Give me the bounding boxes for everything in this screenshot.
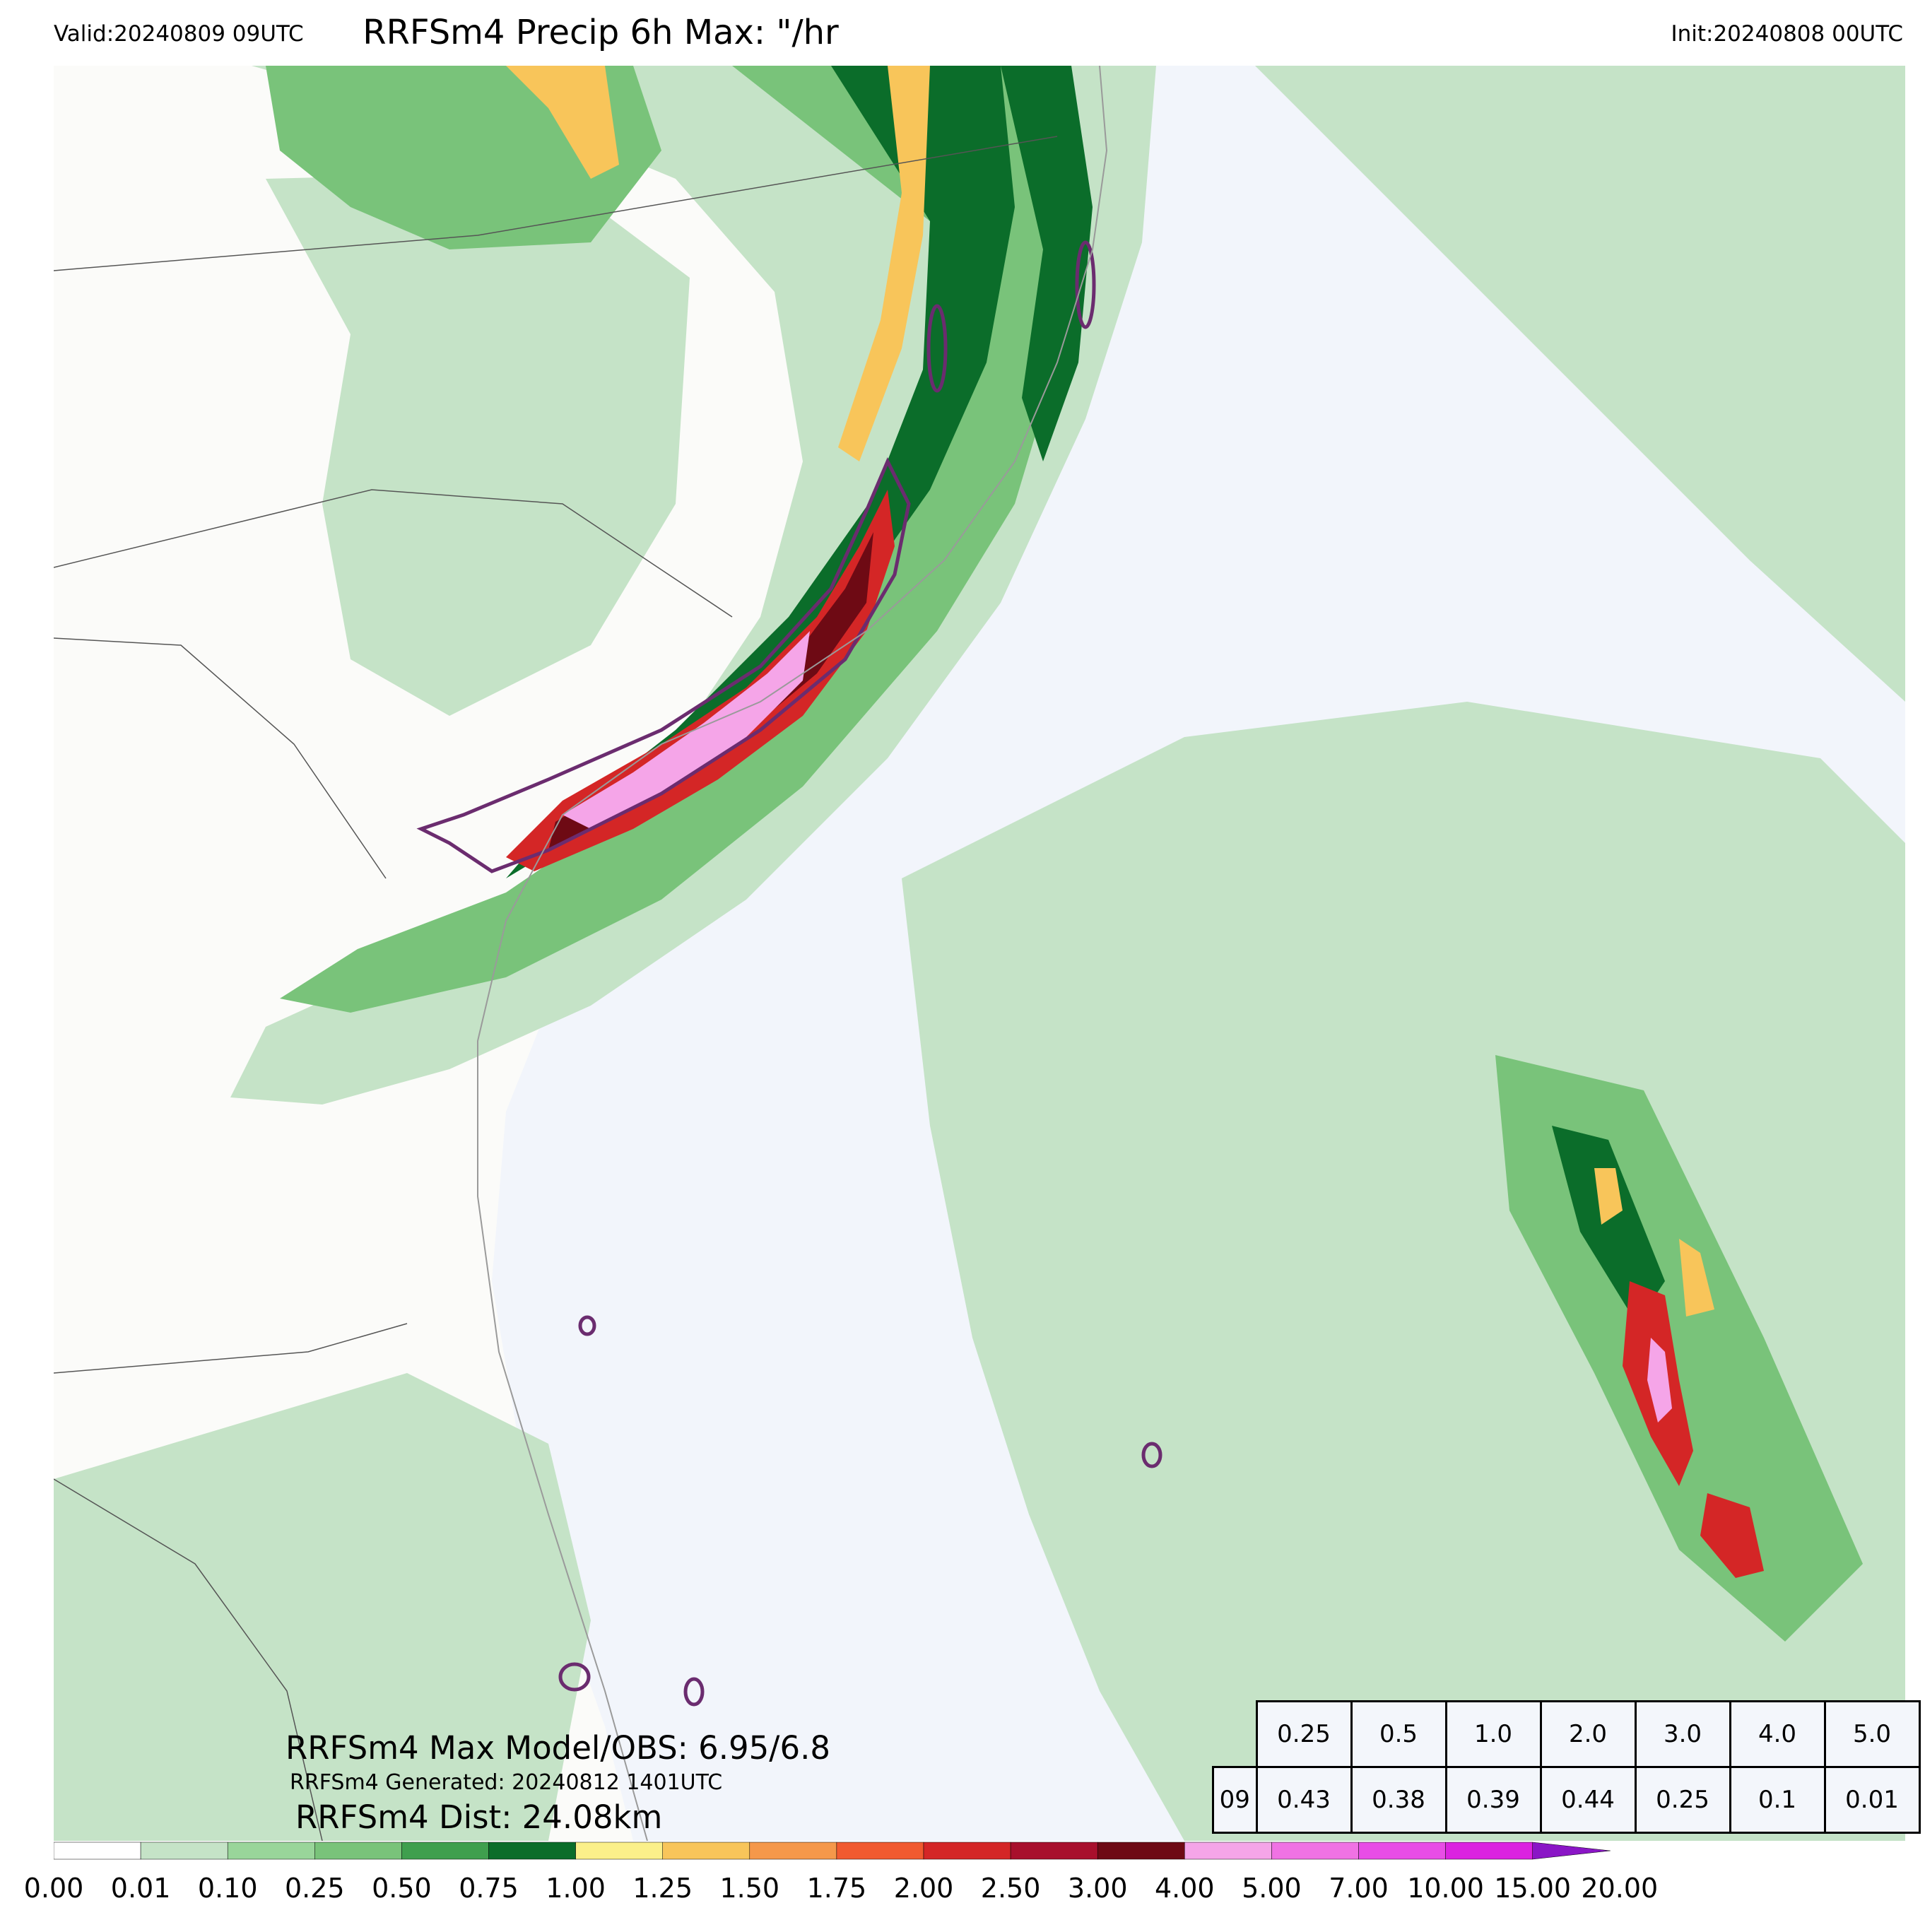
threshold-cell: 5.0 — [1823, 1700, 1921, 1768]
colorbar-segment — [1271, 1842, 1359, 1860]
colorbar-tick-label: 0.00 — [23, 1873, 84, 1904]
obs-contour-small — [1141, 1442, 1162, 1468]
precip-light — [54, 66, 1905, 1841]
colorbar-segment — [1097, 1842, 1185, 1860]
colorbar-segment — [401, 1842, 489, 1860]
colorbar-tick-label: 3.00 — [1067, 1873, 1128, 1904]
obs-contour-small — [578, 1315, 596, 1336]
colorbar-segment — [314, 1842, 402, 1860]
colorbar-tick-label: 15.00 — [1494, 1873, 1572, 1904]
init-time-label: Init:20240808 00UTC — [1671, 21, 1903, 47]
colorbar — [54, 1842, 1611, 1860]
colorbar-segment — [575, 1842, 663, 1860]
table-row: 0.25 0.5 1.0 2.0 3.0 4.0 5.0 — [1213, 1700, 1921, 1768]
colorbar-segment — [1445, 1842, 1533, 1860]
obs-contour-small — [558, 1662, 591, 1692]
colorbar-segment — [1184, 1842, 1272, 1860]
value-cell: 0.01 — [1823, 1766, 1921, 1834]
precip-pink-band — [563, 631, 810, 829]
precip-red-band — [506, 490, 895, 871]
colorbar-segment — [227, 1842, 315, 1860]
colorbar-tick-label: 5.00 — [1242, 1873, 1302, 1904]
colorbar-segment — [662, 1842, 750, 1860]
max-model-obs-label: RRFSm4 Max Model/OBS: 6.95/6.8 — [285, 1729, 831, 1767]
colorbar-tick-label: 2.00 — [893, 1873, 954, 1904]
table-corner — [1213, 1702, 1257, 1767]
valid-time-label: Valid:20240809 09UTC — [54, 21, 304, 47]
hour-cell: 09 — [1212, 1766, 1258, 1834]
distance-label: RRFSm4 Dist: 24.08km — [295, 1798, 663, 1836]
colorbar-tick-label: 1.00 — [546, 1873, 606, 1904]
colorbar-tick-label: 0.01 — [110, 1873, 171, 1904]
colorbar-extend-arrow — [1532, 1842, 1611, 1860]
precip-pink-cluster — [1647, 1338, 1672, 1423]
colorbar-tick-label: 1.75 — [806, 1873, 867, 1904]
colorbar-segment — [1010, 1842, 1098, 1860]
generated-label: RRFSm4 Generated: 20240812 1401UTC — [290, 1770, 723, 1795]
colorbar-tick-label: 1.25 — [632, 1873, 693, 1904]
threshold-cell: 2.0 — [1539, 1700, 1637, 1768]
threshold-cell: 1.0 — [1444, 1700, 1542, 1768]
colorbar-tick-label: 1.50 — [719, 1873, 780, 1904]
threshold-cell: 0.25 — [1255, 1700, 1353, 1768]
table-row: 09 0.43 0.38 0.39 0.44 0.25 0.1 0.01 — [1212, 1766, 1921, 1834]
value-cell: 0.39 — [1444, 1766, 1542, 1834]
value-cell: 0.25 — [1634, 1766, 1731, 1834]
value-cell: 0.44 — [1539, 1766, 1637, 1834]
threshold-stats-table: 0.25 0.5 1.0 2.0 3.0 4.0 5.0 09 0.43 0.3… — [1212, 1700, 1921, 1834]
colorbar-segment — [923, 1842, 1011, 1860]
threshold-cell: 4.0 — [1729, 1700, 1826, 1768]
value-cell: 0.1 — [1729, 1766, 1826, 1834]
colorbar-tick-label: 0.50 — [372, 1873, 432, 1904]
precip-yellow — [506, 66, 1714, 1317]
colorbar-segment — [836, 1842, 924, 1860]
threshold-cell: 3.0 — [1634, 1700, 1731, 1768]
colorbar-segment — [488, 1842, 576, 1860]
obs-contour-small — [1075, 240, 1096, 329]
obs-contour-small — [683, 1677, 705, 1707]
colorbar-segment — [54, 1842, 141, 1860]
coastline — [477, 66, 1108, 1841]
precip-red-cluster-2 — [1700, 1493, 1764, 1578]
colorbar-tick-label: 20.00 — [1581, 1873, 1659, 1904]
precip-heavy-green — [506, 66, 1665, 1324]
precip-map — [54, 66, 1905, 1841]
obs-contour — [416, 457, 911, 873]
colorbar-tick-label: 0.10 — [197, 1873, 258, 1904]
colorbar-segment — [749, 1842, 837, 1860]
map-title: RRFSm4 Precip 6h Max: "/hr — [363, 13, 839, 52]
colorbar-tick-label: 0.75 — [459, 1873, 519, 1904]
colorbar-tick-label: 0.25 — [284, 1873, 345, 1904]
colorbar-tick-label: 2.50 — [980, 1873, 1041, 1904]
colorbar-tick-label: 4.00 — [1154, 1873, 1215, 1904]
colorbar-tick-label: 7.00 — [1329, 1873, 1389, 1904]
value-cell: 0.38 — [1350, 1766, 1447, 1834]
value-cell: 0.43 — [1255, 1766, 1353, 1834]
colorbar-segment — [140, 1842, 228, 1860]
threshold-cell: 0.5 — [1350, 1700, 1447, 1768]
state-borders — [54, 136, 1058, 1841]
obs-contour-small — [926, 304, 948, 393]
colorbar-segment — [1358, 1842, 1446, 1860]
colorbar-tick-label: 10.00 — [1407, 1873, 1484, 1904]
